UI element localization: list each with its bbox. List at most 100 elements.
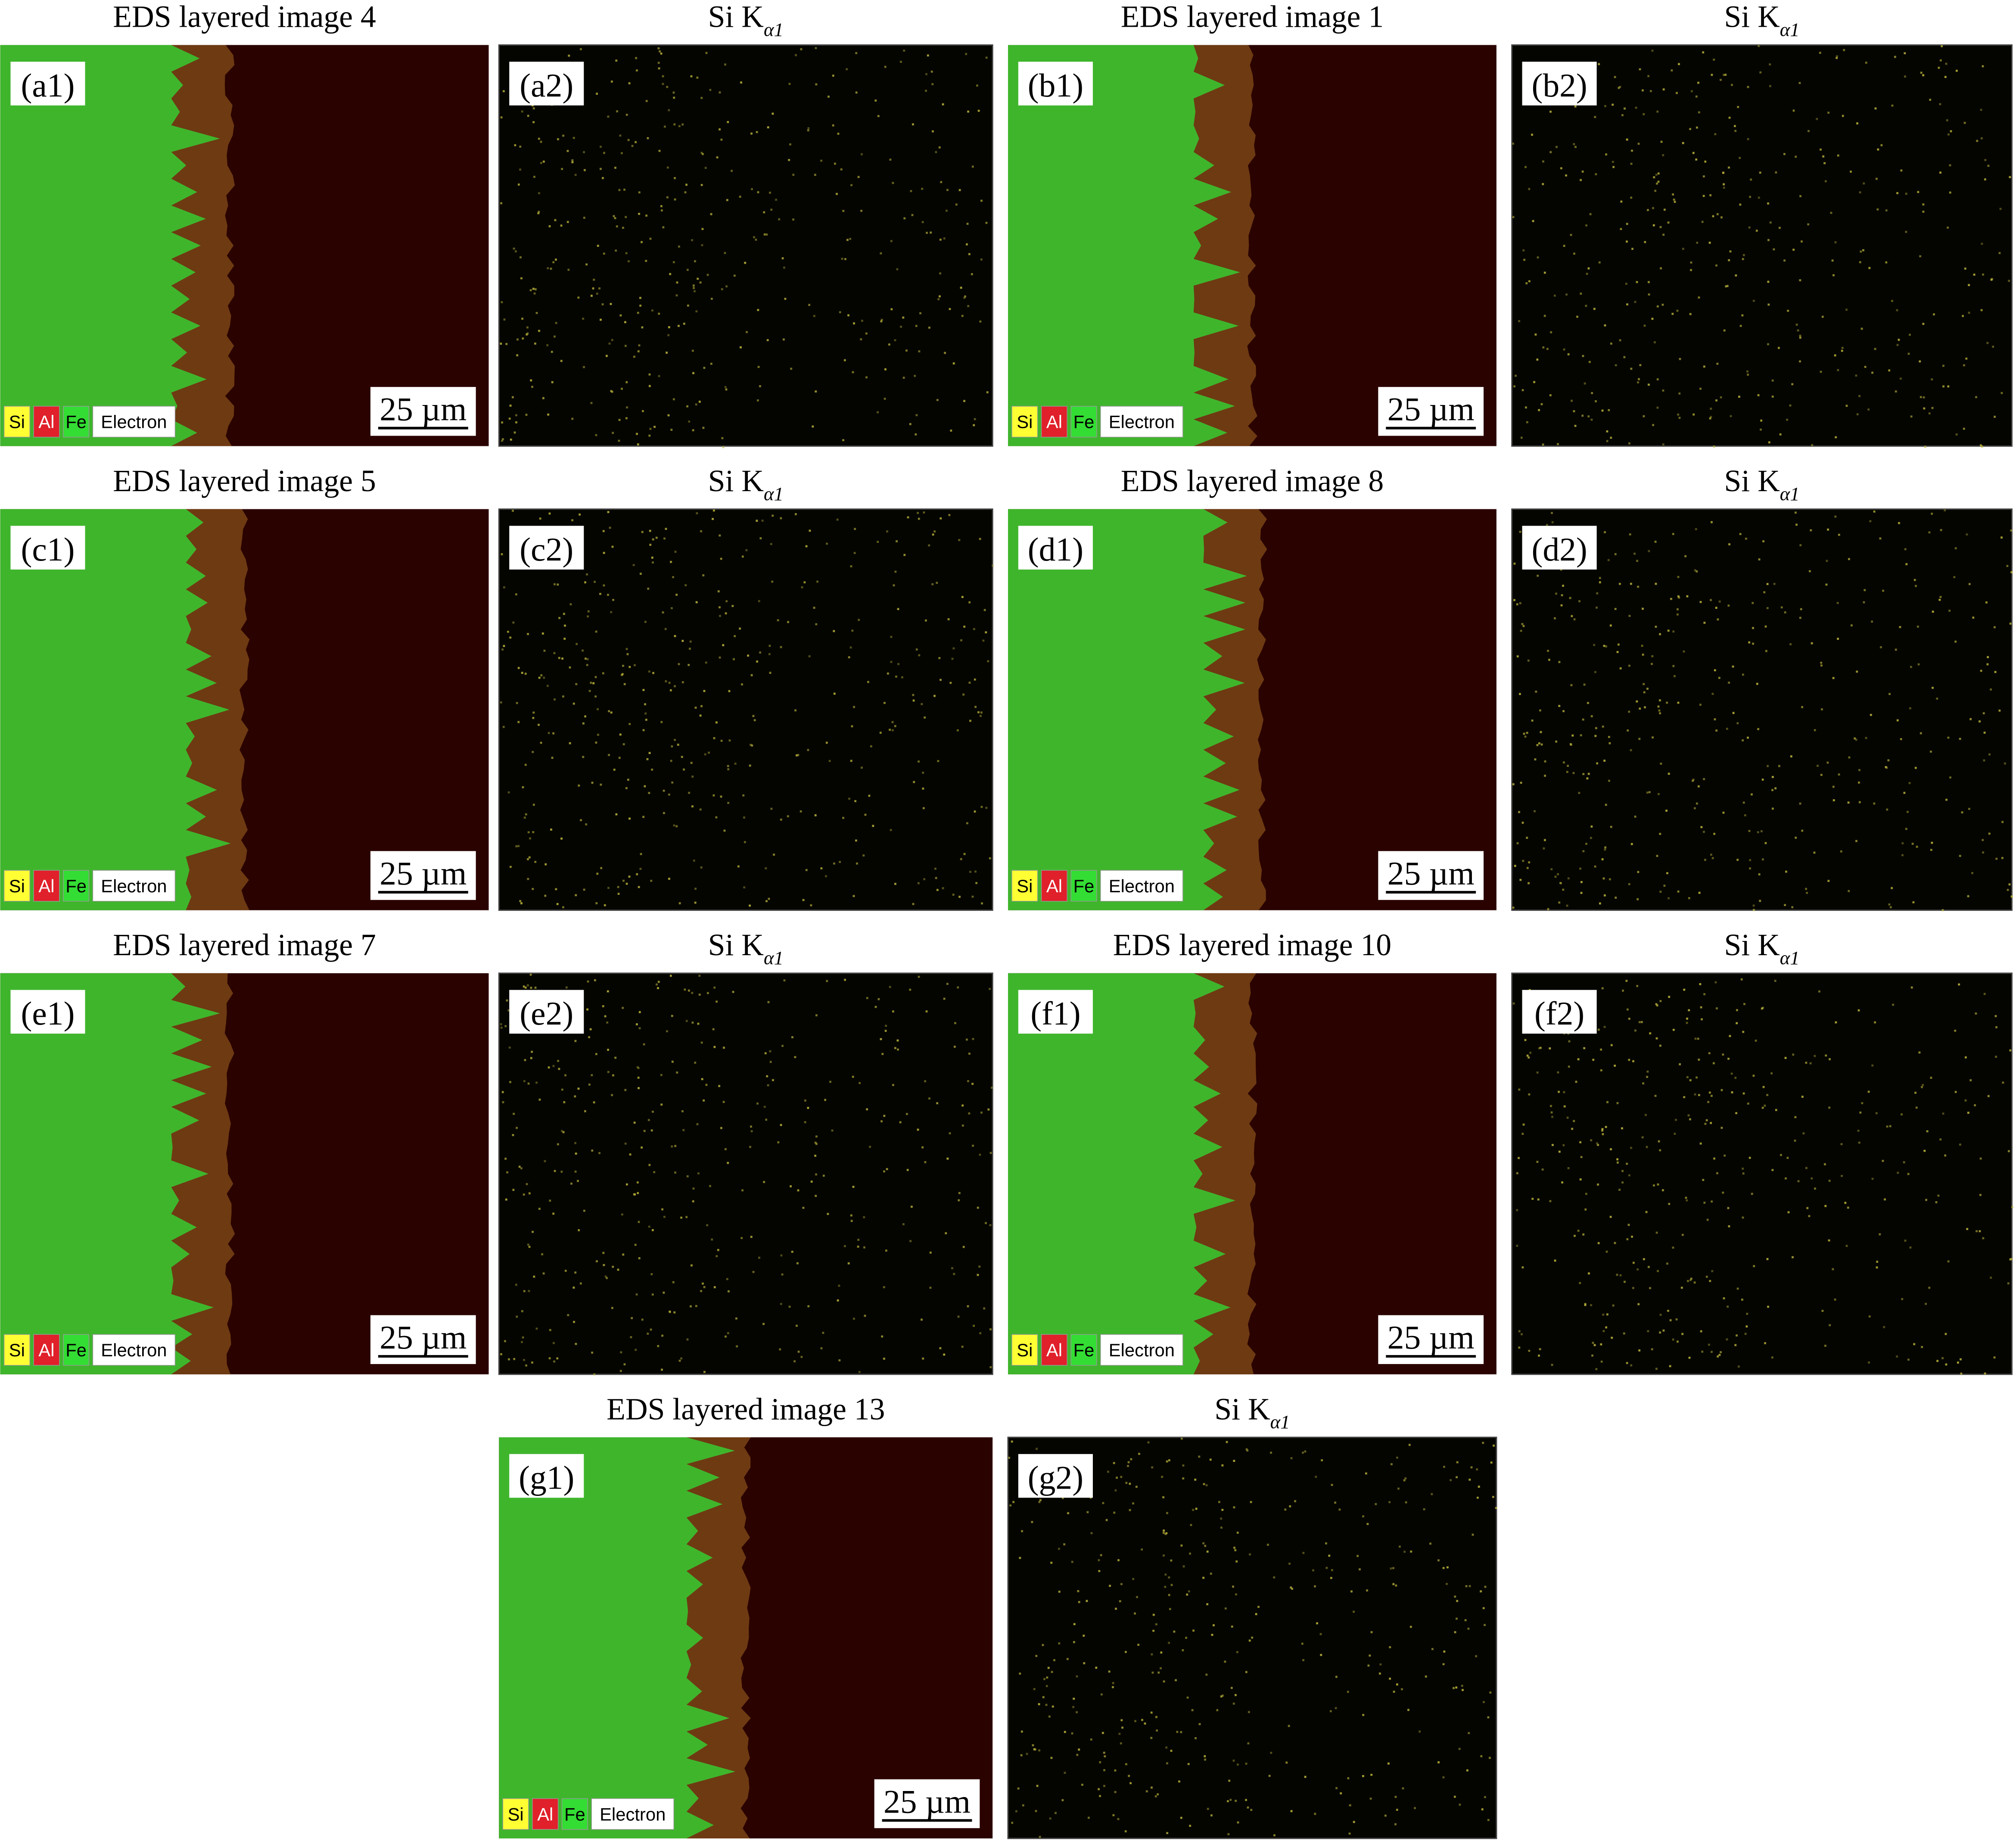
si-signal bbox=[544, 1160, 546, 1162]
si-signal bbox=[727, 768, 730, 770]
si-signal bbox=[1100, 1693, 1103, 1696]
si-signal bbox=[1103, 1769, 1105, 1772]
si-signal bbox=[621, 674, 623, 676]
panel-label: (a1) bbox=[21, 67, 75, 104]
si-signal bbox=[825, 875, 827, 878]
si-signal bbox=[902, 316, 905, 319]
legend-label: Al bbox=[38, 876, 54, 896]
si-signal bbox=[695, 310, 698, 313]
si-signal bbox=[1019, 1557, 1021, 1559]
si-signal bbox=[508, 417, 511, 420]
si-signal bbox=[637, 1067, 640, 1069]
si-signal bbox=[961, 1125, 964, 1127]
si-signal bbox=[1905, 828, 1907, 830]
si-signal bbox=[1489, 1691, 1492, 1694]
si-signal bbox=[1736, 1009, 1738, 1011]
si-signal bbox=[572, 1287, 575, 1289]
si-signal bbox=[1656, 305, 1659, 308]
si-signal bbox=[1928, 412, 1931, 414]
si-signal bbox=[1960, 1358, 1962, 1361]
si-signal bbox=[1478, 1486, 1480, 1488]
si-signal bbox=[1571, 1128, 1573, 1130]
si-signal bbox=[837, 1299, 839, 1302]
si-signal bbox=[838, 1284, 840, 1287]
si-signal bbox=[1567, 1167, 1570, 1169]
si-signal bbox=[763, 233, 766, 236]
panel-label: (a2) bbox=[520, 67, 573, 104]
si-signal bbox=[2001, 821, 2004, 823]
si-signal bbox=[1294, 1500, 1296, 1502]
si-signal bbox=[649, 428, 652, 430]
si-signal bbox=[1799, 802, 1801, 805]
si-signal bbox=[1678, 63, 1680, 65]
si-signal bbox=[1389, 1646, 1391, 1648]
si-signal bbox=[1710, 408, 1712, 410]
si-signal bbox=[557, 138, 559, 140]
si-signal bbox=[1891, 300, 1893, 302]
si-signal bbox=[783, 979, 786, 981]
si-signal bbox=[1356, 1555, 1359, 1557]
si-signal bbox=[1590, 715, 1593, 717]
si-signal bbox=[1713, 445, 1715, 448]
si-signal bbox=[652, 1110, 654, 1113]
si-signal bbox=[1049, 1817, 1052, 1820]
si-signal bbox=[772, 1079, 774, 1081]
si-signal bbox=[1542, 346, 1545, 349]
si-signal bbox=[1032, 1744, 1034, 1747]
si-signal bbox=[700, 97, 703, 99]
si-signal bbox=[1620, 200, 1623, 203]
si-signal bbox=[1221, 1464, 1224, 1467]
si-signal bbox=[814, 1155, 817, 1157]
si-signal bbox=[1672, 193, 1674, 196]
si-signal bbox=[739, 627, 741, 630]
si-signal bbox=[815, 47, 817, 49]
si-signal bbox=[980, 715, 982, 717]
si-signal bbox=[614, 167, 616, 169]
si-signal bbox=[794, 513, 797, 515]
si-signal bbox=[1166, 1832, 1169, 1835]
si-signal bbox=[1659, 1149, 1661, 1152]
si-signal bbox=[853, 322, 855, 324]
si-signal bbox=[802, 899, 805, 901]
si-signal bbox=[1657, 705, 1660, 708]
si-signal bbox=[1144, 1722, 1146, 1725]
si-signal bbox=[546, 344, 549, 346]
si-signal bbox=[1409, 1626, 1412, 1628]
si-signal bbox=[1885, 261, 1888, 264]
si-signal bbox=[1626, 240, 1628, 243]
si-signal bbox=[1600, 1069, 1602, 1072]
si-signal bbox=[1226, 1441, 1228, 1443]
si-signal bbox=[681, 756, 683, 758]
si-signal bbox=[852, 1186, 855, 1188]
si-signal bbox=[961, 596, 964, 598]
si-signal bbox=[1535, 690, 1537, 693]
si-signal bbox=[551, 351, 553, 353]
si-signal bbox=[1982, 712, 1985, 714]
si-signal bbox=[1987, 165, 1990, 167]
si-signal bbox=[1526, 421, 1528, 424]
si-signal bbox=[990, 1087, 993, 1089]
si-signal bbox=[574, 174, 577, 176]
si-signal bbox=[1767, 343, 1769, 346]
si-signal bbox=[2009, 1258, 2012, 1261]
si-signal bbox=[1723, 74, 1725, 76]
si-signal bbox=[742, 794, 745, 797]
si-signal bbox=[1610, 343, 1612, 345]
si-signal bbox=[1713, 833, 1716, 835]
si-signal bbox=[1233, 1460, 1235, 1462]
si-signal bbox=[1493, 1444, 1495, 1447]
scale-bar-label: 25 µm bbox=[1388, 391, 1475, 428]
si-signal bbox=[1727, 604, 1730, 607]
si-signal bbox=[577, 296, 580, 299]
si-signal bbox=[611, 339, 613, 341]
si-signal bbox=[688, 989, 690, 992]
si-signal bbox=[1958, 983, 1960, 986]
si-signal bbox=[625, 113, 628, 116]
si-signal bbox=[952, 362, 955, 364]
si-signal bbox=[1608, 409, 1610, 411]
si-signal bbox=[1928, 531, 1931, 534]
si-signal bbox=[1153, 1614, 1155, 1616]
si-signal bbox=[1656, 182, 1658, 185]
si-signal bbox=[1698, 1059, 1700, 1061]
si-signal bbox=[680, 1357, 682, 1360]
